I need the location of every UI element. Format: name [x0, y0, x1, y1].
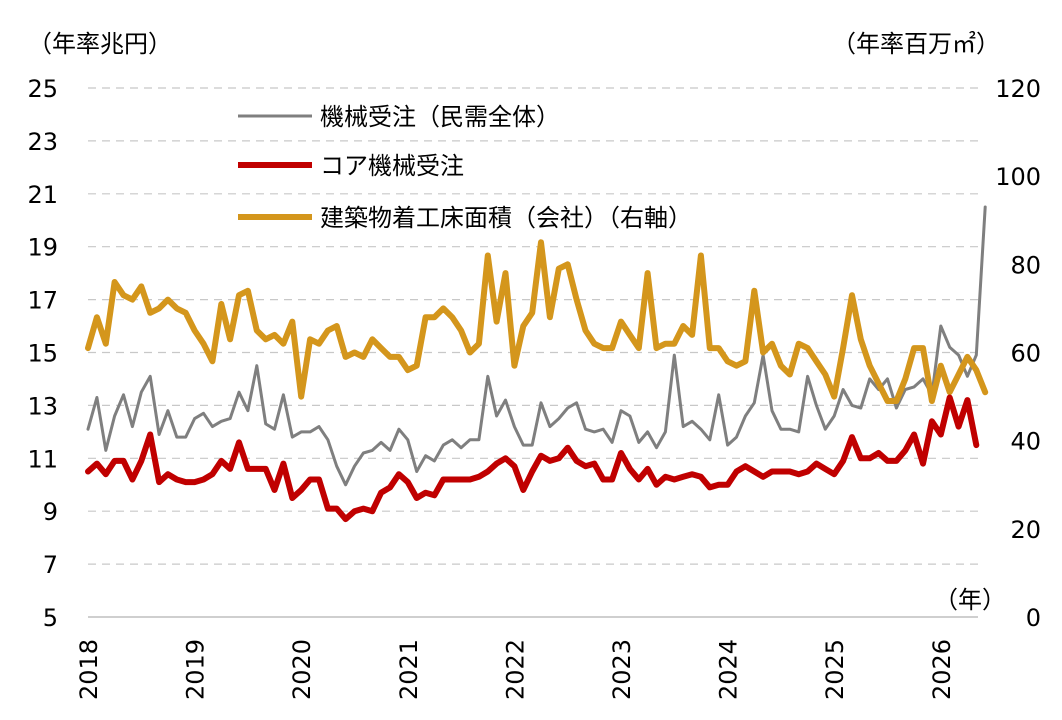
left-tick-label: 17 — [27, 287, 58, 315]
left-tick-label: 11 — [27, 445, 58, 473]
left-tick-label: 25 — [27, 75, 58, 103]
left-tick-label: 7 — [43, 551, 58, 579]
left-tick-label: 23 — [27, 128, 58, 156]
x-tick-label: 2018 — [75, 639, 103, 700]
left-tick-label: 21 — [27, 181, 58, 209]
left-tick-label: 19 — [27, 234, 58, 262]
left-axis-unit: （年率兆円） — [28, 30, 172, 58]
legend-label-3: 建築物着工床面積（会社）（右軸） — [320, 204, 692, 232]
left-tick-label: 15 — [27, 340, 58, 368]
x-tick-label: 2026 — [928, 639, 956, 700]
right-axis-unit: （年率百万㎡） — [832, 30, 1000, 58]
right-tick-label: 40 — [1010, 428, 1041, 456]
right-tick-label: 100 — [995, 163, 1041, 191]
x-tick-label: 2022 — [501, 639, 529, 700]
x-axis-unit: （年） — [934, 586, 1006, 614]
series-line-1 — [86, 205, 987, 487]
right-tick-label: 120 — [995, 75, 1041, 103]
right-tick-label: 60 — [1010, 340, 1041, 368]
legend-label-1: 機械受注（民需全体） — [320, 103, 560, 131]
left-tick-label: 9 — [43, 498, 58, 526]
left-tick-label: 5 — [43, 604, 58, 632]
right-tick-label: 0 — [1026, 604, 1041, 632]
legend-label-2: コア機械受注 — [320, 152, 464, 180]
right-tick-label: 20 — [1010, 516, 1041, 544]
left-tick-label: 13 — [27, 392, 58, 420]
x-tick-label: 2020 — [288, 639, 316, 700]
x-tick-label: 2019 — [182, 639, 210, 700]
series-line-2 — [85, 394, 980, 523]
x-tick-label: 2023 — [608, 639, 636, 700]
x-tick-label: 2021 — [395, 639, 423, 700]
series-line-3 — [85, 239, 989, 404]
right-tick-label: 80 — [1010, 251, 1041, 279]
x-tick-label: 2025 — [821, 639, 849, 700]
x-tick-label: 2024 — [715, 639, 743, 700]
